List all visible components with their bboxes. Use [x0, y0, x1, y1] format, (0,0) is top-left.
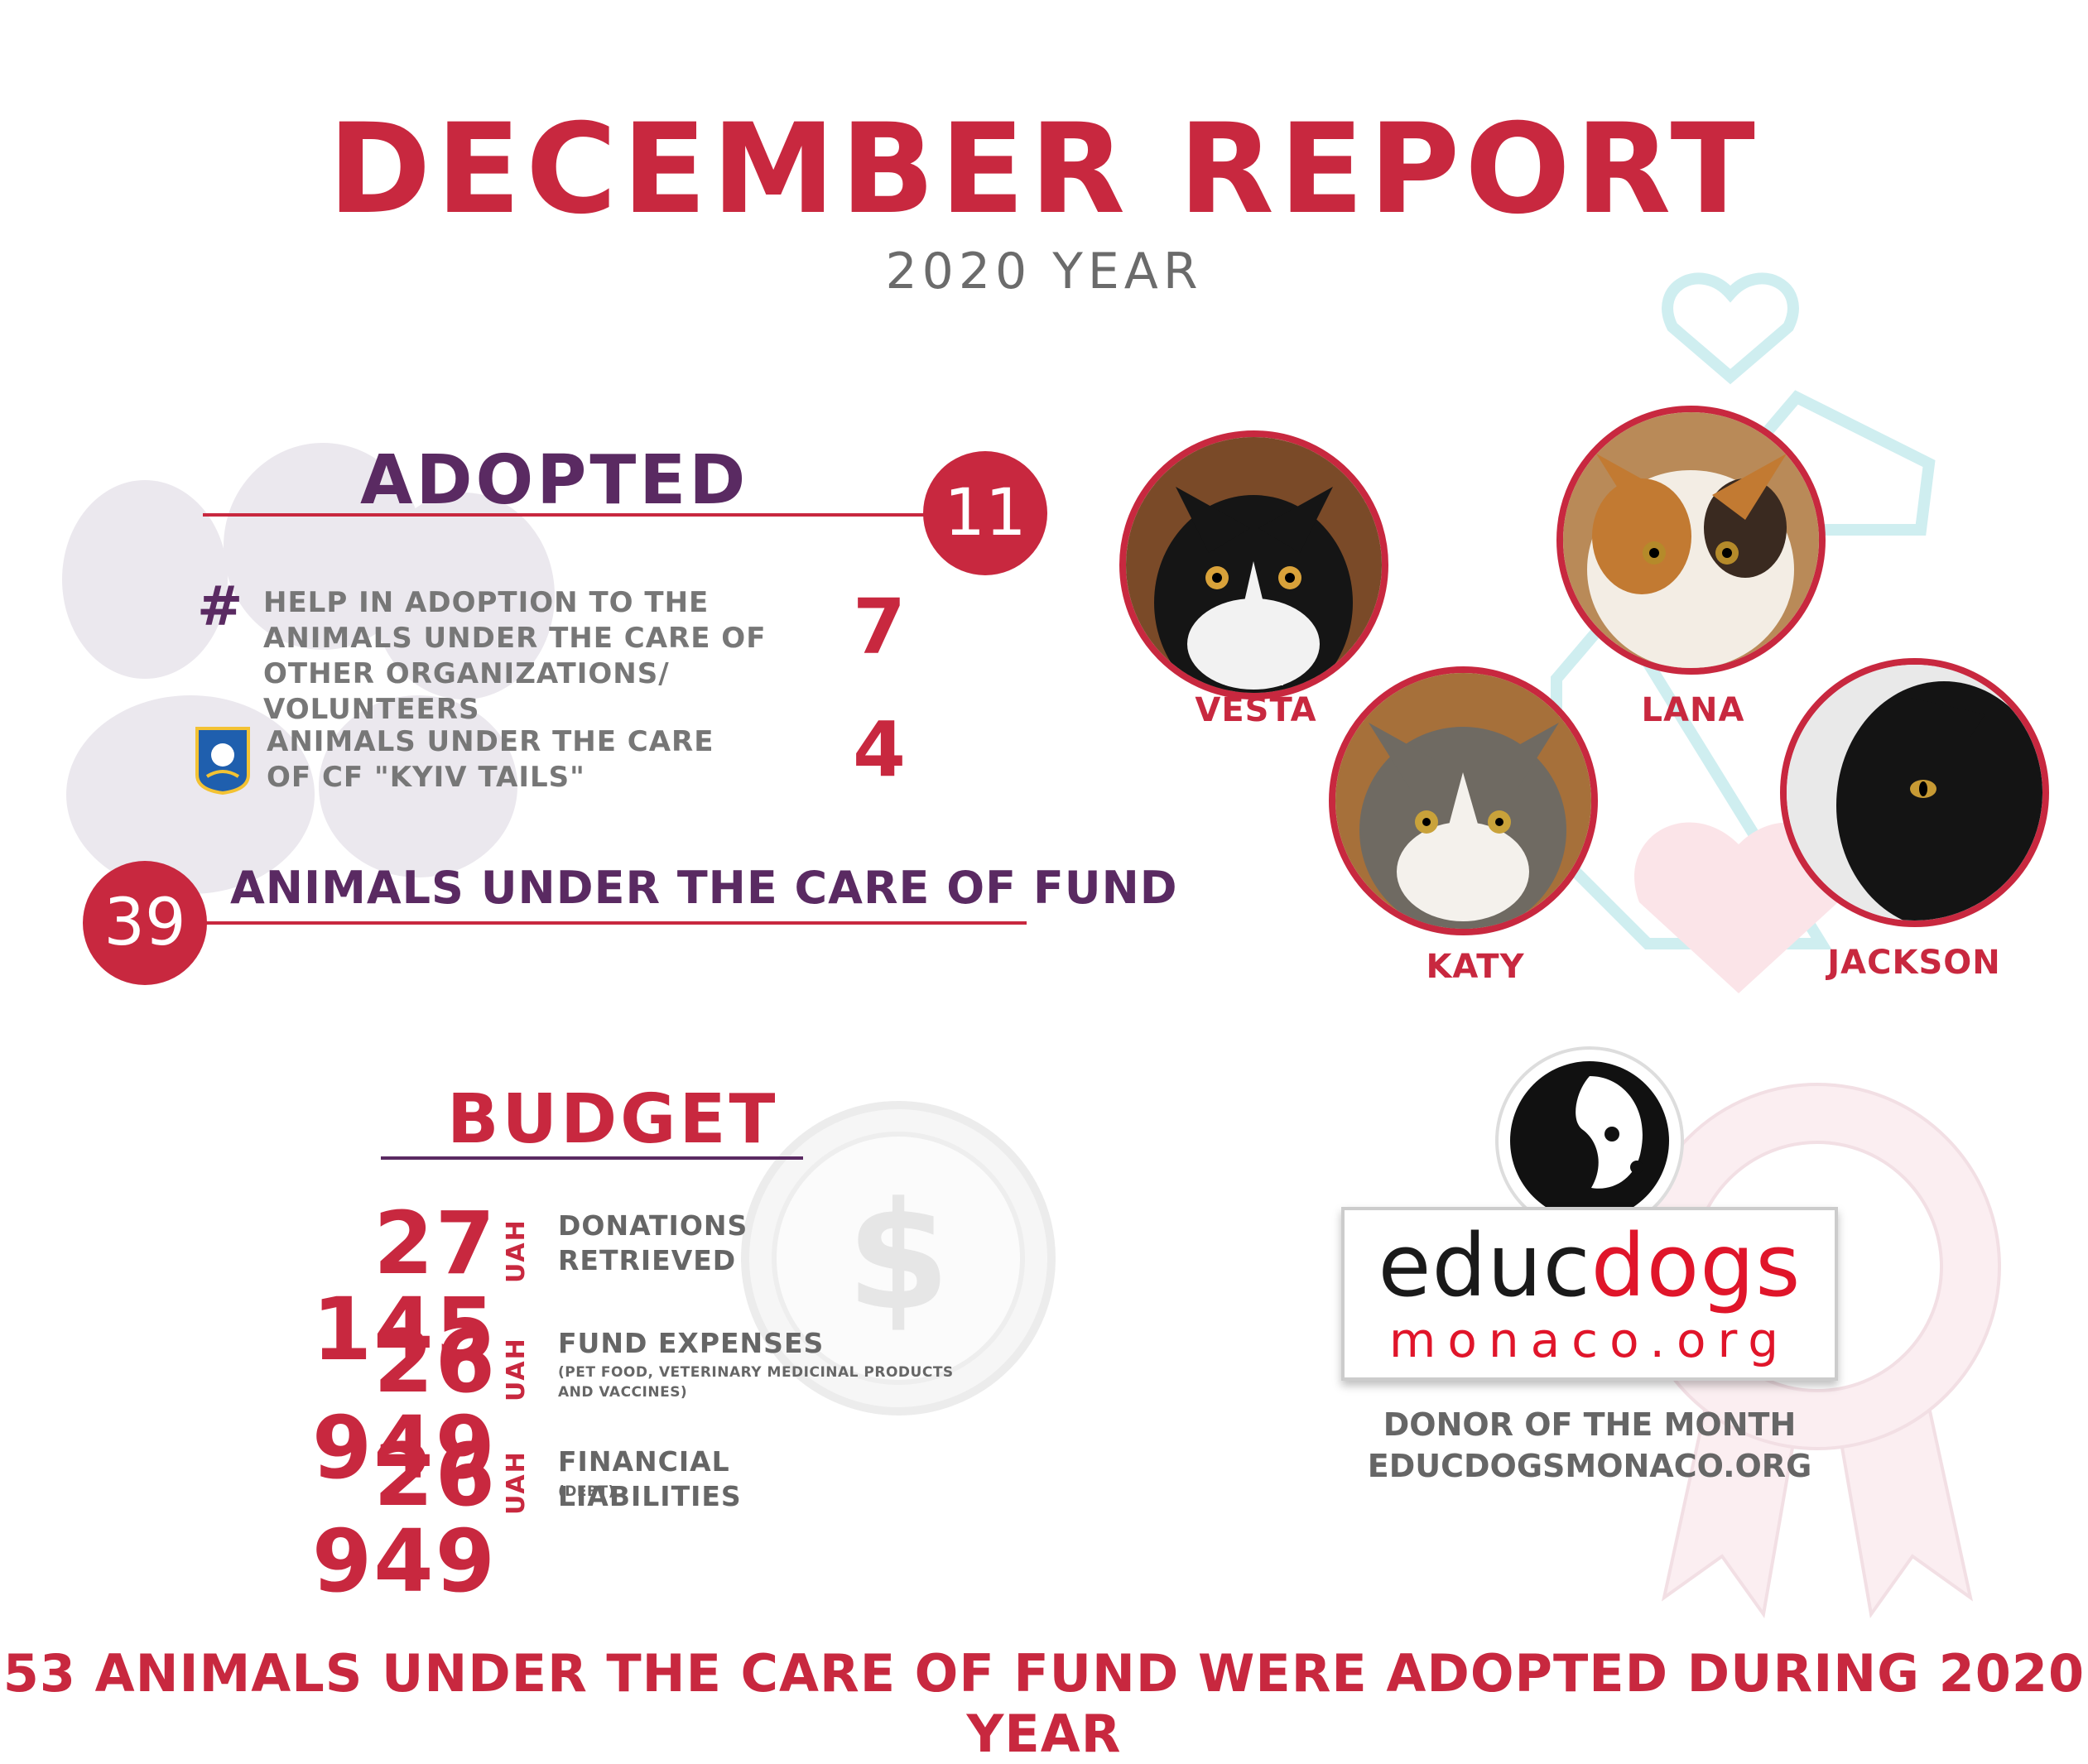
- cat-photo-vesta: [1119, 430, 1388, 699]
- adopted-total-badge: 11: [923, 451, 1047, 575]
- budget-expenses-amount: 26 949: [311, 1311, 497, 1498]
- kyiv-tails-emblem: [195, 727, 250, 795]
- under-care-count-badge: 39: [83, 861, 207, 985]
- hashtag-icon: #: [197, 574, 243, 638]
- cat-photo-jackson: [1780, 658, 2049, 927]
- footer-summary: 53 ANIMALS UNDER THE CARE OF FUND WERE A…: [2, 1643, 2086, 1764]
- adoption-item-other-orgs-label: HELP IN ADOPTION TO THE ANIMALS UNDER TH…: [263, 586, 767, 726]
- cat-name-katy: KATY: [1426, 948, 1525, 986]
- page-subtitle: 2020 YEAR: [885, 243, 1203, 300]
- logo-domain: monaco.org: [1388, 1312, 1791, 1368]
- budget-donations-amount: 27 145: [311, 1193, 497, 1380]
- coin-watermark-icon: $: [741, 1101, 1056, 1416]
- under-care-rule: [203, 921, 1027, 925]
- budget-expenses-note: (PET FOOD, VETERINARY MEDICINAL PRODUCTS…: [558, 1364, 954, 1401]
- heart-watermark-icon: [1634, 822, 1843, 993]
- budget-heading: BUDGET: [447, 1080, 779, 1159]
- adopted-rule: [203, 513, 931, 517]
- logo-wordmark: educdogs: [1341, 1220, 1838, 1311]
- budget-liabilities-currency: UAH: [502, 1450, 531, 1515]
- budget-rule: [381, 1156, 803, 1160]
- budget-liabilities-note: (DEBT): [558, 1483, 615, 1500]
- svg-text:$: $: [846, 1170, 950, 1343]
- budget-expenses-label: FUND EXPENSES: [558, 1327, 825, 1359]
- dog-head-logo-icon: [1495, 1046, 1684, 1235]
- cat-photo-lana: [1556, 406, 1826, 675]
- budget-liabilities-amount: 26 949: [311, 1425, 497, 1612]
- budget-liabilities-label: FINANCIAL LIABILITIES: [558, 1445, 742, 1512]
- adoption-item-kyiv-tails-label: ANIMALS UNDER THE CARE OF CF "KYIV TAILS…: [267, 725, 714, 794]
- adoption-item-kyiv-tails-value: 4: [853, 705, 907, 794]
- logo-word-educ: educ: [1378, 1215, 1591, 1316]
- donor-of-month-title: DONOR OF THE MONTH: [1383, 1406, 1797, 1443]
- cat-name-lana: LANA: [1641, 691, 1745, 729]
- donor-website-link[interactable]: EDUCDOGSMONACO.ORG: [1367, 1448, 1812, 1484]
- under-care-label: ANIMALS UNDER THE CARE OF FUND: [230, 862, 1178, 914]
- logo-plate: [1341, 1207, 1838, 1381]
- cat-photo-katy: [1329, 666, 1598, 935]
- adopted-heading: ADOPTED: [360, 441, 749, 520]
- educdogs-logo[interactable]: educdogs monaco.org: [1341, 1043, 1838, 1382]
- logo-word-dogs: dogs: [1590, 1215, 1802, 1316]
- paw-watermark-icon: [62, 443, 555, 894]
- budget-donations-label: DONATIONS RETRIEVED: [558, 1209, 748, 1276]
- cat-name-vesta: VESTA: [1195, 691, 1317, 729]
- adoption-item-other-orgs-value: 7: [853, 583, 907, 671]
- page-title: DECEMBER REPORT: [328, 98, 1760, 242]
- budget-expenses-currency: UAH: [502, 1337, 531, 1401]
- budget-donations-currency: UAH: [502, 1218, 531, 1283]
- cat-name-jackson: JACKSON: [1827, 944, 2001, 982]
